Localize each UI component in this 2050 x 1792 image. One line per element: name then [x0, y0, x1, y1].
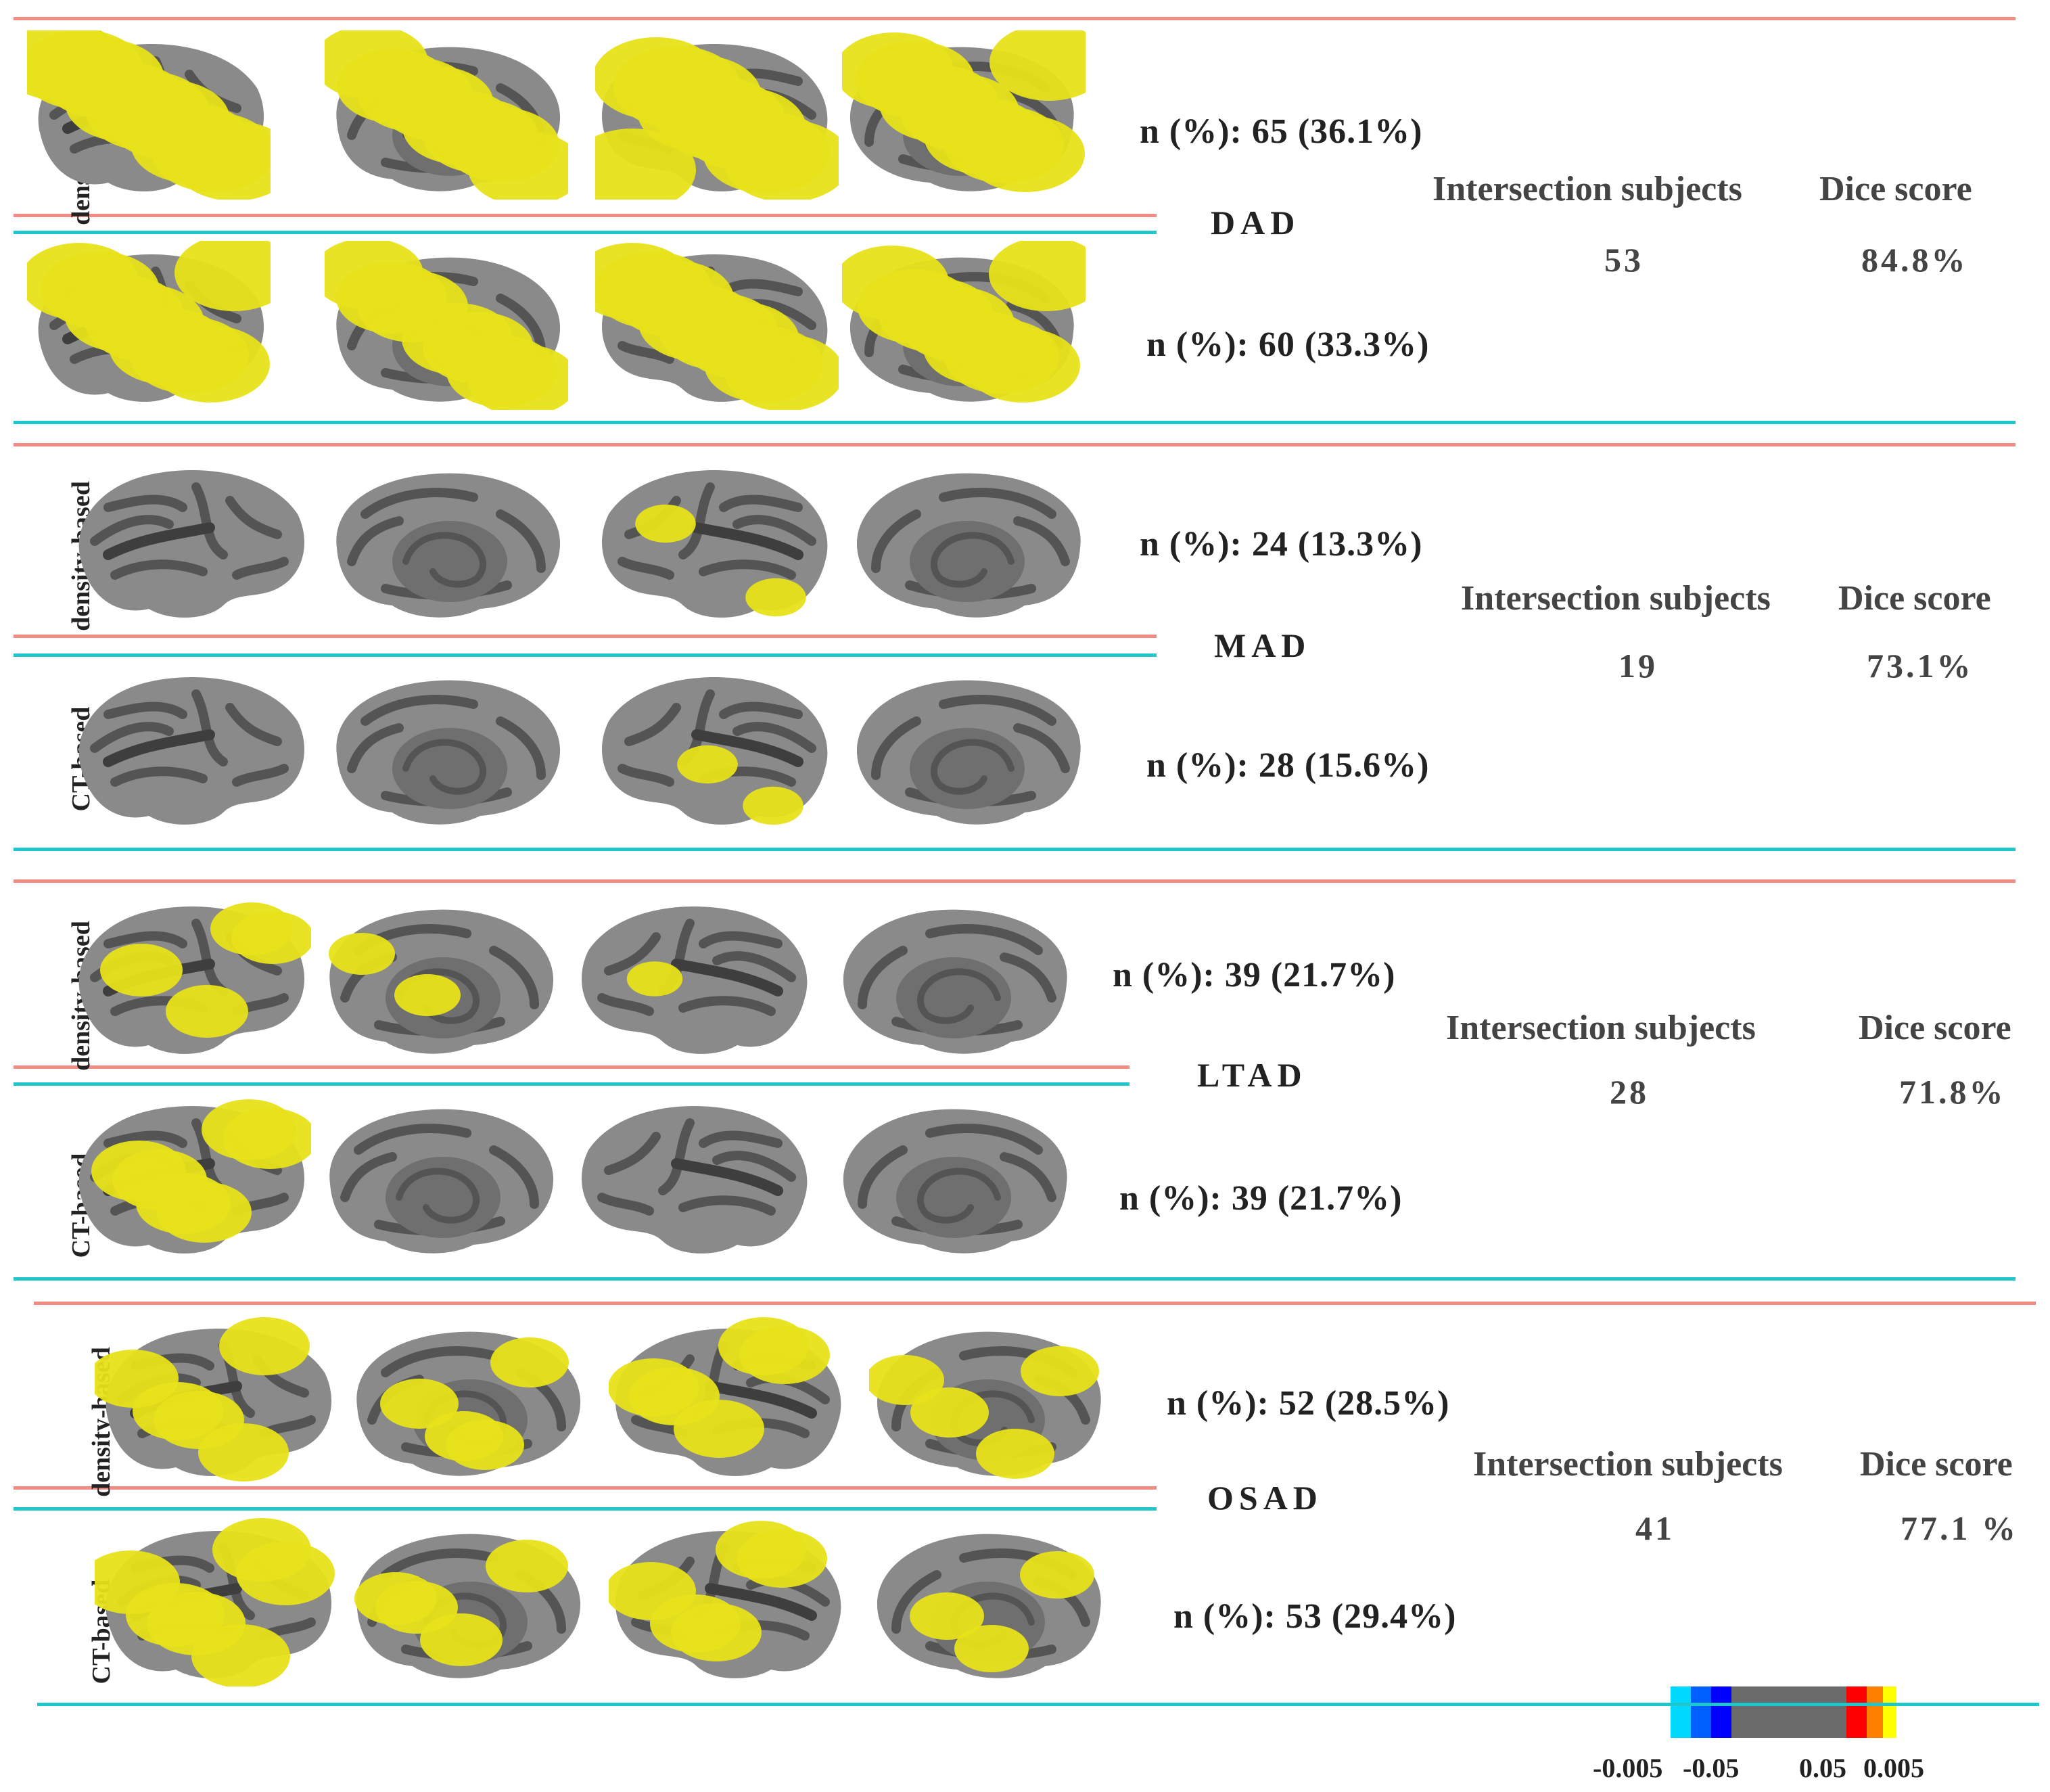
brain-surface-mad-density-view3 [595, 457, 839, 626]
colorbar-segment-orange [1867, 1686, 1883, 1738]
ct-count: n (%): 53 (29.4%) [1173, 1597, 1457, 1636]
density-ct-divider [14, 1065, 1129, 1069]
group-top-divider [14, 17, 2016, 20]
brain-surface-dad-density-view4 [842, 30, 1086, 200]
dice-header: Dice score [1838, 579, 1991, 618]
brain-surface-osad-ct-view1 [95, 1518, 338, 1686]
brain-surface-dad-ct-view2 [325, 241, 568, 410]
group-top-divider [14, 879, 2016, 883]
colorbar-segment-yellow [1883, 1686, 1896, 1738]
brain-surface-ltad-density-view3 [575, 893, 818, 1062]
dice-header: Dice score [1860, 1445, 2013, 1484]
brain-surface-osad-ct-view2 [345, 1517, 588, 1686]
brain-surface-dad-density-view1 [27, 30, 271, 200]
dice-value: 84.8% [1861, 241, 1968, 279]
group-bottom-divider [14, 848, 2016, 851]
brain-surface-dad-ct-view3 [595, 243, 839, 410]
brain-surface-osad-ct-view4 [869, 1517, 1113, 1686]
dice-header: Dice score [1859, 1009, 2011, 1047]
colorbar-segment-gray [1731, 1686, 1846, 1738]
colorbar [1671, 1686, 1896, 1738]
group-bottom-divider [14, 421, 2016, 424]
intersection-value: 19 [1618, 647, 1658, 685]
density-ct-divider [14, 1486, 1157, 1490]
dice-value: 77.1 % [1901, 1509, 2018, 1547]
group-top-divider [34, 1302, 2036, 1305]
intersection-header: Intersection subjects [1446, 1009, 1756, 1047]
density-count: n (%): 52 (28.5%) [1167, 1384, 1450, 1423]
brain-surface-osad-density-view1 [95, 1317, 338, 1481]
group-name: DAD [1211, 204, 1301, 242]
brain-surface-mad-ct-view4 [849, 664, 1092, 833]
brain-surface-ltad-density-view2 [318, 893, 561, 1062]
intersection-value: 41 [1635, 1509, 1675, 1547]
density-ct-divider [14, 214, 1157, 217]
colorbar-segment-lightblue [1691, 1686, 1711, 1738]
intersection-value: 28 [1610, 1073, 1649, 1111]
group-name: OSAD [1207, 1479, 1323, 1517]
brain-surface-ltad-ct-view4 [835, 1093, 1079, 1262]
ct-count: n (%): 60 (33.3%) [1146, 325, 1430, 364]
colorbar-tick: 0.005 [1863, 1753, 1924, 1783]
brain-surface-ltad-density-view1 [68, 893, 311, 1062]
ct-count: n (%): 28 (15.6%) [1146, 746, 1430, 785]
brain-surface-dad-ct-view4 [842, 241, 1086, 410]
colorbar-segment-blue [1711, 1686, 1731, 1738]
dice-value: 73.1% [1867, 647, 1974, 685]
brain-surface-osad-density-view3 [609, 1317, 852, 1484]
brain-surface-ltad-ct-view1 [68, 1099, 311, 1262]
density-ct-divider [14, 1082, 1129, 1086]
brain-surface-ltad-ct-view2 [318, 1093, 561, 1262]
group-bottom-divider [14, 1277, 2016, 1281]
group-name: MAD [1214, 626, 1311, 664]
brain-surface-mad-density-view2 [325, 457, 568, 626]
density-count: n (%): 65 (36.1%) [1140, 112, 1423, 151]
brain-surface-dad-density-view3 [595, 37, 839, 200]
brain-surface-ltad-ct-view3 [575, 1093, 818, 1262]
density-ct-divider [14, 635, 1157, 638]
dice-header: Dice score [1819, 170, 1972, 208]
brain-surface-dad-density-view2 [325, 30, 568, 200]
group-top-divider [14, 443, 2016, 446]
brain-surface-osad-density-view4 [869, 1315, 1113, 1484]
intersection-value: 53 [1604, 241, 1644, 279]
colorbar-tick: -0.05 [1683, 1753, 1740, 1783]
brain-surface-ltad-density-view4 [835, 893, 1079, 1062]
ct-count: n (%): 39 (21.7%) [1119, 1179, 1403, 1218]
density-count: n (%): 24 (13.3%) [1140, 525, 1423, 564]
brain-surface-mad-ct-view2 [325, 664, 568, 833]
brain-surface-mad-density-view4 [849, 457, 1092, 626]
group-name: LTAD [1197, 1056, 1307, 1094]
colorbar-segment-cyan [1671, 1686, 1691, 1738]
intersection-header: Intersection subjects [1461, 579, 1771, 618]
density-ct-divider [14, 653, 1157, 657]
dice-value: 71.8% [1899, 1073, 2006, 1111]
intersection-header: Intersection subjects [1432, 170, 1742, 208]
brain-surface-osad-density-view2 [345, 1315, 588, 1484]
density-ct-divider [14, 231, 1157, 234]
brain-surface-osad-ct-view3 [609, 1521, 852, 1686]
intersection-header: Intersection subjects [1473, 1445, 1783, 1484]
brain-surface-dad-ct-view1 [27, 241, 271, 410]
brain-surface-mad-ct-view1 [68, 664, 311, 833]
brain-surface-mad-density-view1 [68, 457, 311, 626]
brain-surface-mad-ct-view3 [595, 664, 839, 833]
density-count: n (%): 39 (21.7%) [1113, 956, 1396, 994]
colorbar-segment-red [1846, 1686, 1867, 1738]
colorbar-tick: 0.05 [1799, 1753, 1846, 1783]
density-ct-divider [14, 1507, 1157, 1511]
colorbar-tick: -0.005 [1593, 1753, 1663, 1783]
group-bottom-divider [37, 1703, 2039, 1706]
